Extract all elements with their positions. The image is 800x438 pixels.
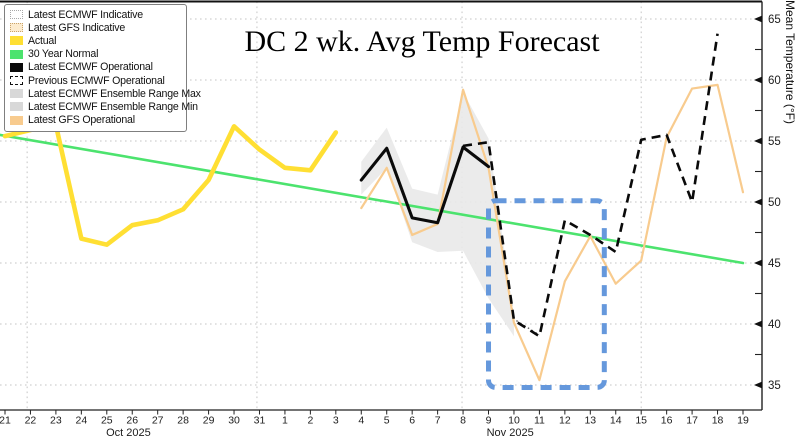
x-tick-label: 8 xyxy=(460,415,466,427)
series-ecmwf_op-line xyxy=(359,145,491,225)
series-actual-line xyxy=(2,122,339,247)
x-tick-label: 15 xyxy=(635,415,647,427)
x-tick-label: 21 xyxy=(0,415,11,427)
x-tick-label: 30 xyxy=(228,415,240,427)
legend-swatch xyxy=(10,49,23,59)
legend-swatch xyxy=(10,36,23,46)
x-tick-label: 5 xyxy=(384,415,390,427)
x-tick-label: 14 xyxy=(610,415,622,427)
x-tick-label: 27 xyxy=(152,415,164,427)
legend-swatch xyxy=(10,62,23,72)
legend-swatch xyxy=(10,76,23,86)
y-tick-label: 55 xyxy=(768,136,781,148)
legend-item-label: Latest GFS Operational xyxy=(28,114,135,127)
y-tick xyxy=(754,76,762,84)
legend-swatch xyxy=(10,115,23,125)
legend-swatch xyxy=(10,89,23,99)
x-tick-label: 10 xyxy=(508,415,520,427)
y-tick-label: 50 xyxy=(768,197,781,209)
x-tick-label: 17 xyxy=(686,415,698,427)
legend-item-label: Latest ECMWF Ensemble Range Max xyxy=(28,87,201,100)
x-month-label: Oct 2025 xyxy=(106,427,151,438)
y-axis-label: Mean Temperature (°F) xyxy=(783,0,797,124)
x-tick-label: 12 xyxy=(559,415,571,427)
x-tick-label: 7 xyxy=(435,415,441,427)
legend-item-label: Actual xyxy=(28,34,57,47)
y-tick-label: 45 xyxy=(768,258,781,270)
x-tick-label: 13 xyxy=(584,415,596,427)
series-prev_ecmwf-line xyxy=(462,33,719,338)
y-tick xyxy=(754,15,762,23)
x-tick-label: 9 xyxy=(486,415,492,427)
x-tick-label: 23 xyxy=(50,415,62,427)
y-tick-label: 35 xyxy=(768,380,781,392)
legend-item-label: Latest GFS Indicative xyxy=(28,21,126,34)
x-tick-label: 22 xyxy=(25,415,37,427)
series-gfs_op-line xyxy=(360,83,745,382)
y-tick xyxy=(754,320,762,328)
highlight-box xyxy=(486,198,607,390)
x-tick-label: 31 xyxy=(254,415,266,427)
x-tick-label: 6 xyxy=(409,415,415,427)
x-tick-label: 11 xyxy=(534,415,545,427)
x-tick-label: 2 xyxy=(307,415,313,427)
legend-swatch xyxy=(10,102,23,112)
legend-item: Latest ECMWF Ensemble Range Max xyxy=(10,87,201,100)
legend-item: Latest ECMWF Ensemble Range Min xyxy=(10,100,198,113)
legend-swatch xyxy=(10,10,23,20)
chart-title: DC 2 wk. Avg Temp Forecast xyxy=(244,25,600,58)
ensemble-range-band xyxy=(361,92,514,337)
x-tick-label: 24 xyxy=(76,415,88,427)
y-tick xyxy=(754,381,762,389)
legend-item-label: 30 Year Normal xyxy=(28,48,99,61)
x-tick-label: 18 xyxy=(712,415,724,427)
legend-item: 30 Year Normal xyxy=(10,48,181,61)
legend-item-label: Previous ECMWF Operational xyxy=(28,74,165,87)
y-tick xyxy=(754,198,762,206)
y-tick xyxy=(754,259,762,267)
x-tick-label: 26 xyxy=(126,415,138,427)
legend-item-label: Latest ECMWF Ensemble Range Min xyxy=(28,100,198,113)
legend-item: Latest GFS Indicative xyxy=(10,21,181,34)
legend-item: Latest ECMWF Indicative xyxy=(10,8,181,21)
x-month-label: Nov 2025 xyxy=(487,427,534,438)
legend-swatch xyxy=(10,23,23,33)
legend: Latest ECMWF Indicative Latest GFS Indica… xyxy=(4,4,201,132)
x-tick-label: 19 xyxy=(737,415,749,427)
legend-item: Actual xyxy=(10,34,181,47)
x-tick-label: 16 xyxy=(661,415,673,427)
y-tick xyxy=(754,137,762,145)
y-tick-label: 40 xyxy=(768,319,781,331)
x-tick-label: 3 xyxy=(333,415,339,427)
legend-item: Latest GFS Operational xyxy=(10,114,181,127)
x-tick-label: 25 xyxy=(101,415,113,427)
legend-item-label: Latest ECMWF Operational xyxy=(28,61,153,74)
x-tick-label: 28 xyxy=(177,415,189,427)
legend-item: Previous ECMWF Operational xyxy=(10,74,181,87)
y-tick-label: 65 xyxy=(768,14,781,26)
x-tick-label: 29 xyxy=(203,415,215,427)
legend-item: Latest ECMWF Operational xyxy=(10,61,181,74)
x-tick-label: 4 xyxy=(358,415,364,427)
x-tick-label: 1 xyxy=(282,415,288,427)
y-tick-label: 60 xyxy=(768,75,781,87)
legend-item-label: Latest ECMWF Indicative xyxy=(28,8,143,21)
